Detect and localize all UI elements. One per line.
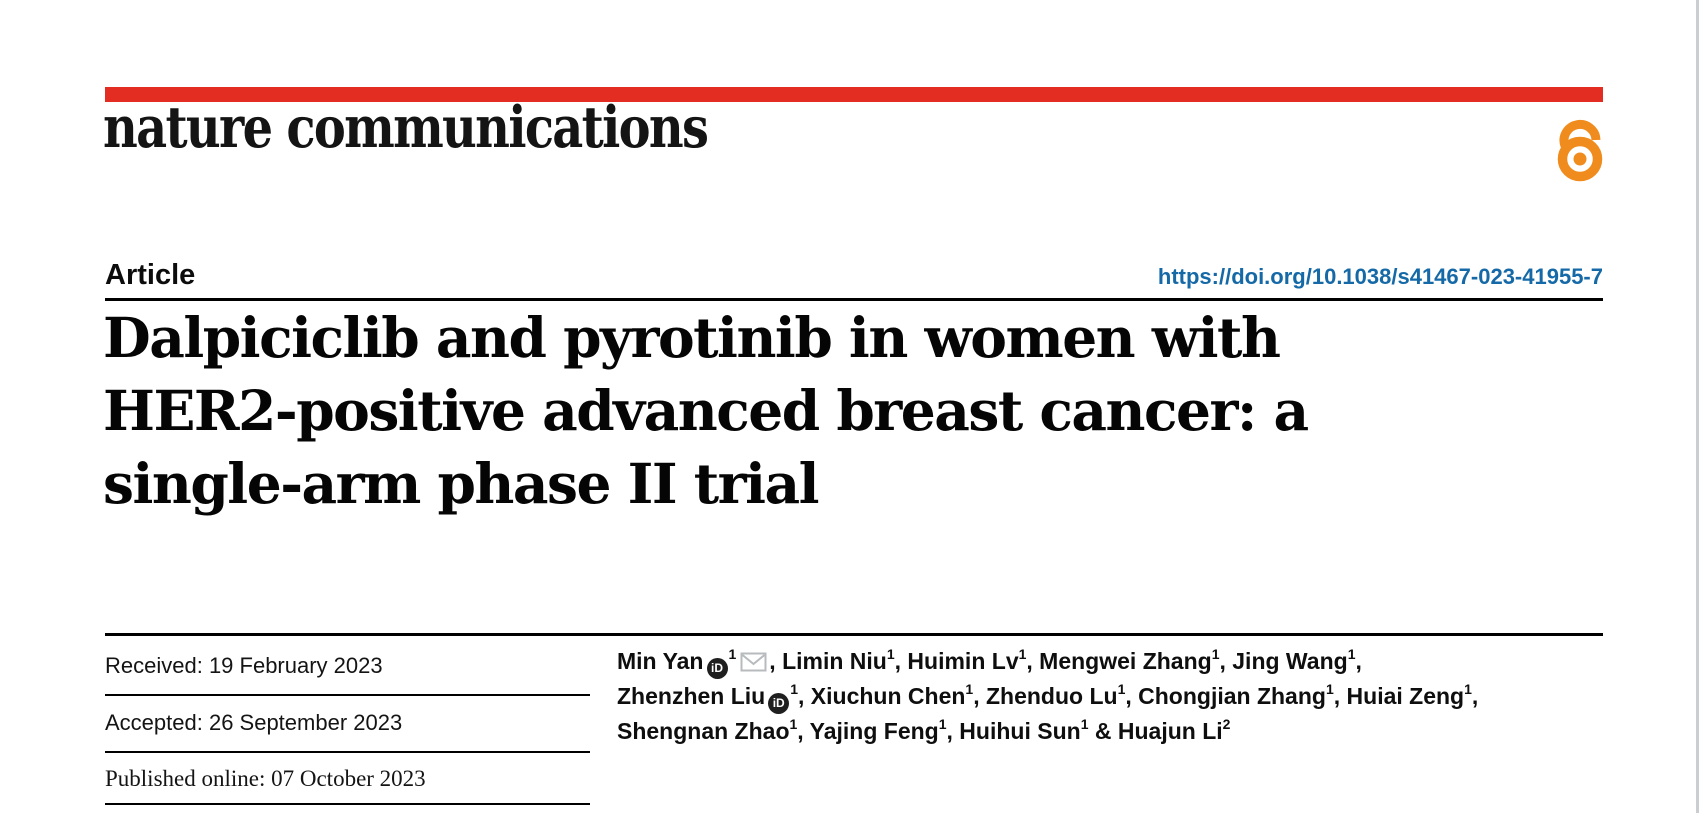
affiliation-superscript: 1 xyxy=(1117,681,1126,698)
author-name-text: , Limin Niu xyxy=(769,648,887,674)
orcid-icon[interactable]: iD xyxy=(768,693,790,714)
author-name-text: , Chongjian Zhang xyxy=(1125,683,1326,709)
author-line: Shengnan Zhao1, Yajing Feng1, Huihui Sun… xyxy=(617,714,1617,748)
dates-divider xyxy=(105,751,590,753)
author-name-text: , Zhenduo Lu xyxy=(973,683,1118,709)
author-name-text: , xyxy=(1471,683,1479,709)
affiliation-superscript: 1 xyxy=(789,716,798,733)
author-line: Zhenzhen Liu iD1, Xiuchun Chen1, Zhenduo … xyxy=(617,679,1617,714)
received-date: Received: 19 February 2023 xyxy=(105,653,383,678)
dates-divider xyxy=(105,694,590,696)
affiliation-superscript: 1 xyxy=(790,681,799,698)
author-name-text: Min Yan xyxy=(617,648,704,674)
header-divider xyxy=(105,298,1603,301)
author-name-text: , xyxy=(1355,648,1362,674)
author-list: Min Yan iD1, Limin Niu1, Huimin Lv1, Meng… xyxy=(617,644,1617,748)
affiliation-superscript: 1 xyxy=(1080,716,1089,733)
article-title: Dalpiciclib and pyrotinib in women with … xyxy=(103,301,1523,520)
affiliation-superscript: 1 xyxy=(1464,681,1472,698)
author-name-text: Zhenzhen Liu xyxy=(617,683,766,709)
author-name-text: , Huimin Lv xyxy=(894,648,1019,674)
affiliation-superscript: 1 xyxy=(1211,646,1220,663)
affiliation-superscript: 2 xyxy=(1222,716,1231,733)
page-right-edge xyxy=(1696,0,1699,813)
author-name-text: Shengnan Zhao xyxy=(617,718,790,744)
author-line: Min Yan iD1, Limin Niu1, Huimin Lv1, Meng… xyxy=(617,644,1617,679)
accepted-date: Accepted: 26 September 2023 xyxy=(105,710,403,735)
affiliation-superscript: 1 xyxy=(965,681,974,698)
affiliation-superscript: 1 xyxy=(1018,646,1027,663)
email-envelope-icon[interactable] xyxy=(740,647,767,672)
dates-divider xyxy=(105,803,590,805)
nature-communications-logo: nature communications xyxy=(103,94,709,161)
doi-link[interactable]: https://doi.org/10.1038/s41467-023-41955… xyxy=(1157,264,1603,289)
affiliation-superscript: 1 xyxy=(728,646,737,663)
article-title-line: HER2-positive advanced breast cancer: a xyxy=(103,378,1309,443)
open-access-icon xyxy=(1556,109,1604,183)
affiliation-superscript: 1 xyxy=(1347,646,1356,663)
orcid-icon[interactable]: iD xyxy=(706,658,728,679)
affiliation-superscript: 1 xyxy=(938,716,947,733)
published-date: Published online: 07 October 2023 xyxy=(105,766,426,791)
author-name-text: , Jing Wang xyxy=(1219,648,1348,674)
author-name-text: & Huajun Li xyxy=(1088,718,1223,744)
author-name-text: , Huiai Zeng xyxy=(1333,683,1465,709)
article-title-line: single-arm phase II trial xyxy=(103,451,820,516)
author-name-text: , Yajing Feng xyxy=(797,718,939,744)
meta-section-divider xyxy=(105,633,1603,636)
article-type-label: Article xyxy=(105,259,196,291)
affiliation-superscript: 1 xyxy=(1325,681,1334,698)
author-name-text: , Xiuchun Chen xyxy=(798,683,966,709)
affiliation-superscript: 1 xyxy=(886,646,895,663)
author-name-text: , Huihui Sun xyxy=(946,718,1081,744)
author-name-text: , Mengwei Zhang xyxy=(1026,648,1212,674)
brand-color-bar xyxy=(105,87,1603,102)
article-title-line: Dalpiciclib and pyrotinib in women with xyxy=(103,305,1281,370)
